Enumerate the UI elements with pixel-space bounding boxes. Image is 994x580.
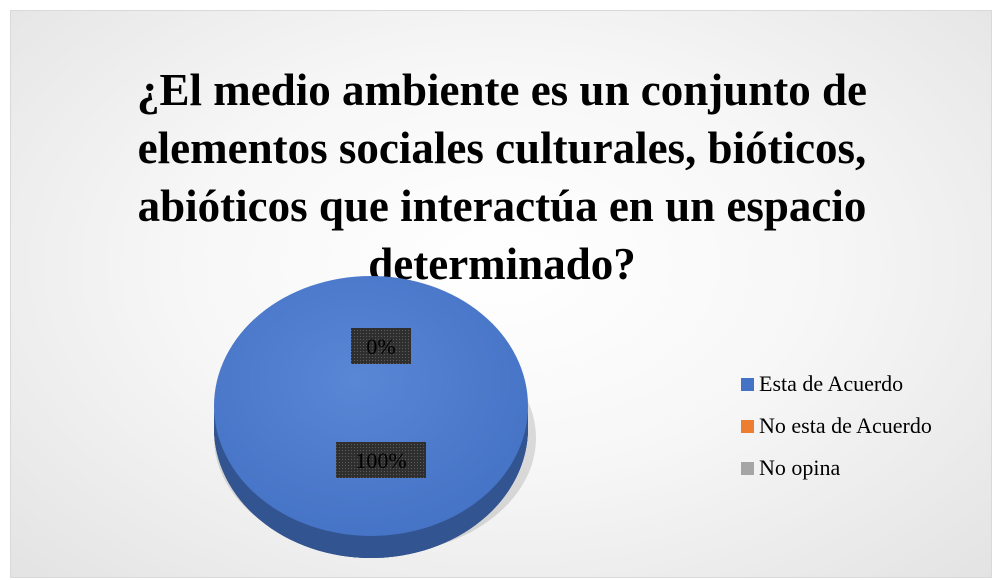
pie-chart: 100% 0%: [214, 276, 536, 558]
chart-area: ¿El medio ambiente es un conjunto de ele…: [10, 10, 992, 578]
legend-swatch: [741, 377, 754, 391]
legend-label: No esta de Acuerdo: [759, 413, 932, 438]
legend-item-esta-de-acuerdo: Esta de Acuerdo: [741, 371, 991, 397]
legend-swatch: [741, 461, 754, 475]
pie-slice-0: [214, 276, 528, 536]
chart-title: ¿El medio ambiente es un conjunto de ele…: [136, 65, 868, 289]
data-label-box-0: [336, 442, 426, 478]
legend-label: No opina: [759, 455, 841, 480]
legend-item-no-esta-de-acuerdo: No esta de Acuerdo: [741, 413, 991, 439]
legend: Esta de Acuerdo No esta de Acuerdo No op…: [741, 371, 991, 497]
legend-item-no-opina: No opina: [741, 455, 991, 481]
data-label-1: 0%: [366, 334, 395, 359]
data-label-0: 100%: [355, 448, 406, 473]
pie-slice-wall-0: [214, 406, 528, 558]
legend-swatch: [741, 419, 754, 433]
data-label-box-1: [351, 328, 411, 364]
legend-label: Esta de Acuerdo: [759, 371, 904, 396]
